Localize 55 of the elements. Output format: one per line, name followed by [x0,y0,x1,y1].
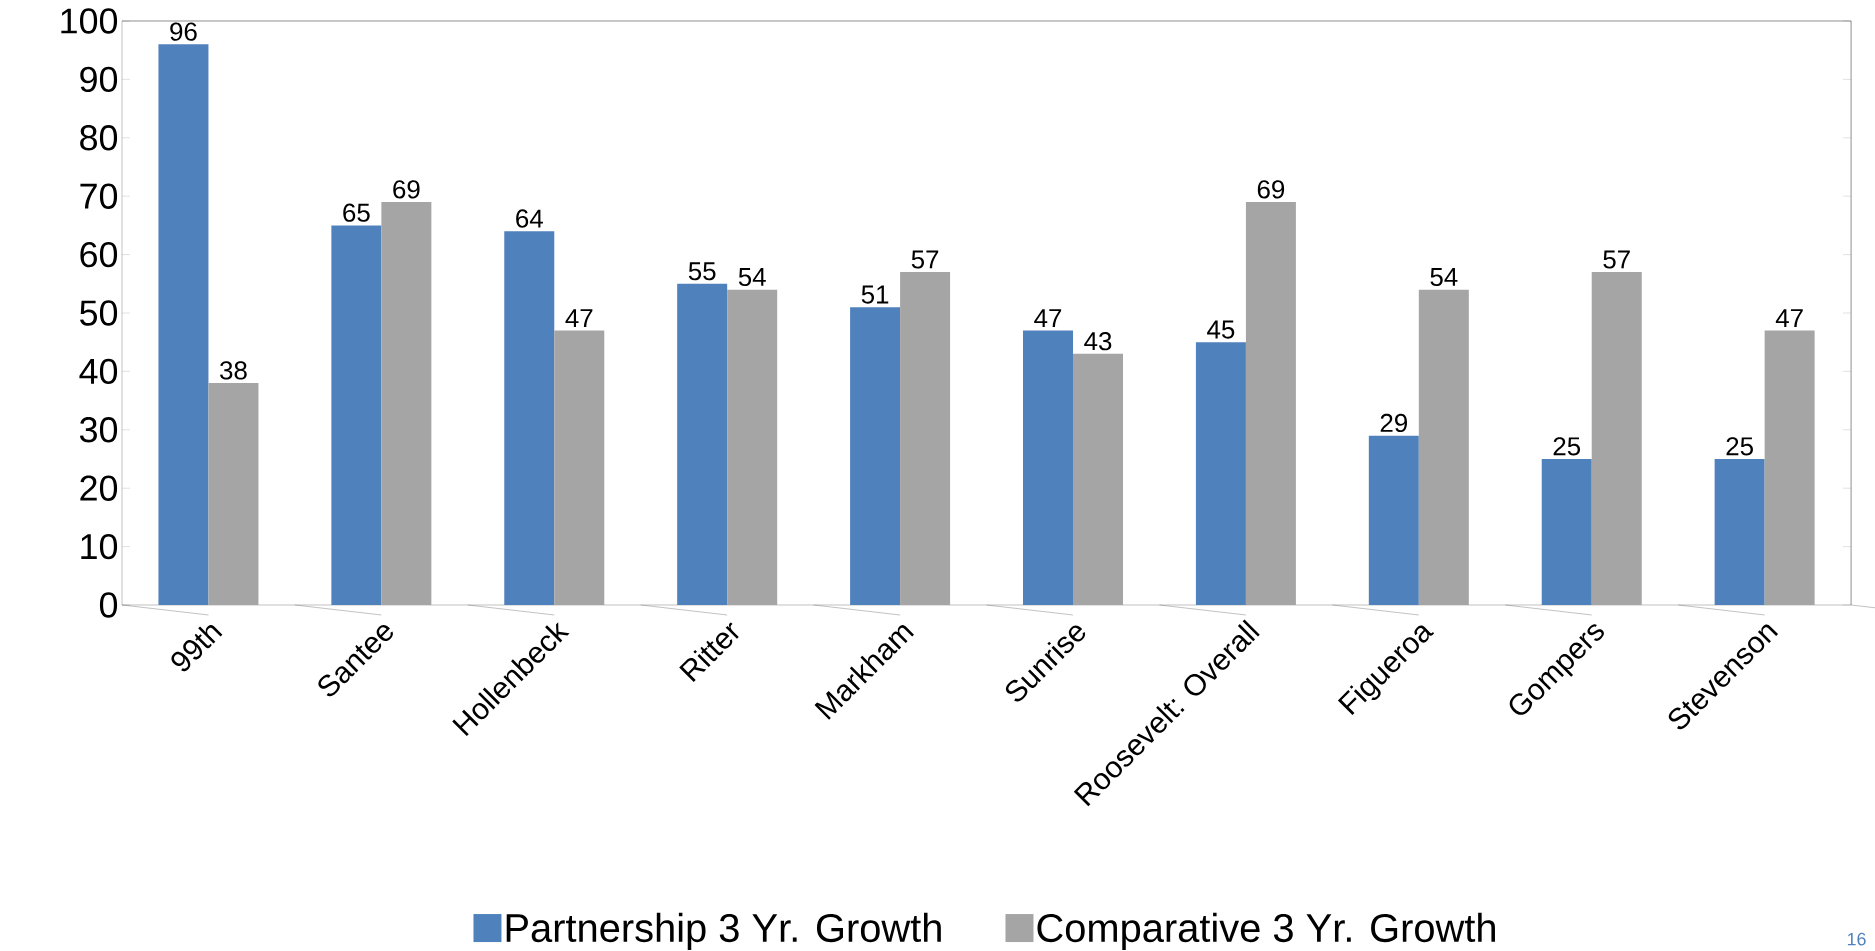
bar [208,383,259,605]
bar [1245,202,1296,605]
data-label: 47 [565,309,593,327]
data-label: 64 [516,209,543,228]
bar [727,289,778,605]
bar [900,272,951,605]
data-label: 54 [1430,268,1458,287]
bar [554,330,605,605]
legend-label: Partnership 3 Yr. Growth [506,912,941,951]
y-tick-label: 100 [61,8,118,34]
bar [1591,272,1642,605]
data-label: 57 [911,250,939,269]
bar [158,44,209,605]
bar [1714,458,1765,605]
data-label: 43 [1084,332,1112,351]
y-tick-label: 10 [81,533,118,560]
data-label: 69 [1257,180,1285,199]
y-tick-label: 80 [80,125,118,151]
data-label: 51 [861,285,889,304]
y-tick-label: 70 [80,183,118,209]
data-label: 57 [1603,250,1630,269]
bar [504,231,555,605]
data-label: 54 [738,268,766,287]
bar [1023,330,1073,605]
data-label: 69 [393,180,420,199]
bar [677,283,728,605]
data-label: 25 [1553,437,1581,456]
data-label: 47 [1034,309,1062,327]
data-label: 47 [1775,309,1803,327]
bar [1073,353,1123,605]
y-tick-label: 50 [80,300,118,326]
data-label: 29 [1380,413,1407,433]
bar [381,202,432,605]
y-tick-label: 60 [80,241,118,268]
data-label: 25 [1726,437,1753,456]
bar [1368,435,1419,605]
y-tick-label: 40 [79,358,118,385]
data-label: 55 [688,262,716,281]
bar [1541,458,1592,605]
text: 16 [1847,932,1866,946]
bar [1195,342,1246,605]
data-label: 65 [343,203,370,222]
y-tick-label: 30 [79,417,118,443]
data-label: 38 [220,361,247,380]
y-tick-label: 90 [80,66,118,93]
data-label: 45 [1207,320,1235,339]
x-tick-label: 99th [171,625,223,672]
legend-label: Comparative 3 Yr. Growth [1037,912,1495,951]
bar [850,307,901,605]
bar [1764,330,1815,605]
bar [1418,289,1469,605]
data-label: 96 [170,22,197,41]
bar [331,225,382,605]
y-tick-label: 20 [80,475,118,501]
y-tick-label: 0 [99,592,118,618]
